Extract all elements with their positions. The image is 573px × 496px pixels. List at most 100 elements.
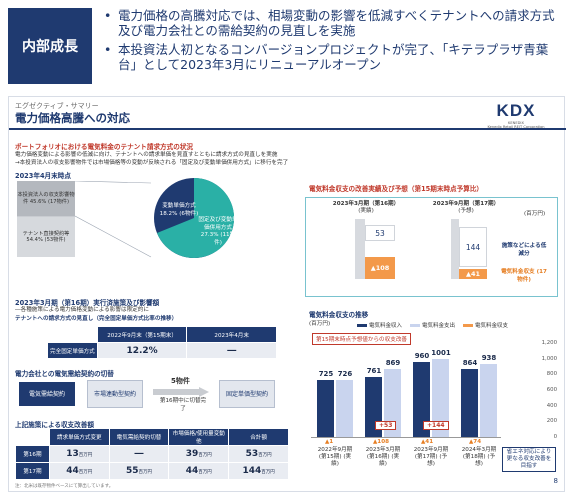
kdx-logo: KDX KENEDIX Kenedix Retail REIT Corporat…	[476, 101, 556, 129]
improvement-label: +144	[423, 421, 449, 430]
table-cell: 144百万円	[228, 462, 289, 480]
col2-title: 2023年9月期（第17期）	[432, 201, 500, 207]
table-row: 第16期 13百万円 ― 39百万円 53百万円	[15, 445, 289, 463]
cell-b: ―	[186, 342, 277, 359]
pie-label-fix: 固定及び変動単価併用方式 27.3% (11物件)	[198, 217, 238, 246]
row-period: 第16期	[15, 445, 50, 463]
cell-a-value: 12.2	[126, 345, 149, 356]
value-label: 960	[414, 351, 430, 360]
row-label: 完全固定単価方式	[47, 342, 98, 359]
legend-item: 電気料金支出	[410, 321, 455, 329]
y-tick-label: 0	[553, 434, 557, 440]
col2-sub: (予想)	[458, 208, 474, 214]
pie-slice-fix	[157, 177, 235, 258]
value-label: 869	[385, 358, 401, 367]
chart-heading: 電気料金収支の推移	[309, 311, 369, 319]
neg-bar-17: ▲41	[459, 269, 487, 279]
bar-expense	[336, 380, 353, 437]
table-cell: 39百万円	[168, 445, 230, 463]
cell-value: 44	[66, 466, 79, 476]
callout-box: 省エネ対応により更なる収支改善を目指す	[502, 447, 556, 472]
row-period: 第17期	[15, 462, 50, 480]
value-label: 864	[462, 359, 478, 368]
summary-table: 請求単価方式変更 電気需給契約切替 市場価格/使用量変動他 合計額 第16期 1…	[15, 428, 289, 480]
section3-desc: ―各種施策による電力価格変動による影響は限定的に	[15, 307, 149, 313]
logo-mark: KDX	[496, 101, 536, 120]
cell-value: 144	[242, 466, 262, 476]
x-tick-label: 2024年3月期 (第18期) (予想)	[461, 447, 497, 467]
y-tick-label: 400	[546, 402, 557, 409]
cell-unit: 百万円	[198, 470, 212, 475]
bar-expense	[480, 363, 497, 437]
legend-balance: 電気料金収支	[475, 323, 509, 329]
table-title: テナントへの請求方式の見直し（完全固定単価方式比率の推移）	[15, 316, 178, 322]
as-of-label: 2023年4月末時点	[15, 172, 71, 180]
cell-unit: 百万円	[258, 453, 272, 458]
arrow-right-icon	[153, 387, 209, 397]
bullet-item: 本投資法人初となるコンバージョンプロジェクトが完了、「キテラプラザ青葉台」として…	[104, 42, 564, 72]
bullet-item: 電力価格の高騰対応では、相場変動の影響を低減すべくテナントへの請求方式及び電力会…	[104, 8, 564, 38]
cell-value: 13	[66, 449, 79, 459]
cell-unit: 百万円	[261, 470, 275, 475]
grey-bar-17	[451, 219, 459, 279]
section2-unit: (百万円)	[524, 211, 546, 217]
arrow-count: 5物件	[171, 377, 190, 385]
y-tick-label: 1,000	[541, 355, 557, 362]
sum-col-1: 電気需給契約切替	[108, 428, 170, 446]
bar-income	[413, 361, 430, 437]
improvement-label: +53	[375, 421, 397, 430]
value-label: 761	[366, 367, 382, 376]
y-tick-label: 200	[546, 418, 557, 425]
balance-label: ▲108	[373, 439, 389, 445]
section-badge: 内部成長	[8, 8, 92, 84]
cell-unit: 百万円	[198, 453, 212, 458]
pill-fixed: 固定単価型契約	[219, 380, 275, 408]
pie-label-var: 変動単価方式 18.2% (6物件)	[159, 203, 199, 217]
section2-heading: 電気料金収支の改善実績及び予想（第15期末時点予算比）	[309, 185, 484, 193]
grey-bar-16	[355, 219, 365, 279]
neg-bar-16: ▲108	[365, 257, 395, 279]
bar-income	[461, 369, 478, 437]
y-tick-label: 600	[546, 387, 557, 393]
title-rule	[9, 128, 566, 130]
summary-heading: 上記施策による収支改善額	[15, 421, 94, 429]
col1-sub: (実績)	[358, 208, 374, 214]
fixed-rate-table: 2022年9月末（第15期末） 2023年4月末 完全固定単価方式 12.2% …	[47, 326, 277, 359]
sum-col-2: 市場価格/使用量変動他	[168, 428, 230, 446]
chart-unit: (百万円)	[309, 321, 331, 327]
cell-value: 55	[126, 466, 139, 476]
portfolio-bar: 本投資法人の収支影響物件 45.6% (17物件) テナント直接契約等 54.4…	[17, 181, 75, 257]
y-tick-label: 1,200	[541, 340, 557, 346]
value-label: 1001	[431, 348, 451, 357]
improvement-box	[305, 197, 558, 297]
cell-value: 39	[185, 449, 199, 459]
value-box-16: 53	[365, 225, 395, 241]
cell-value: 53	[245, 449, 259, 459]
bar-income	[317, 380, 334, 437]
embedded-slide: エグゼクティブ・サマリー 電力価格高騰への対応 KDX KENEDIX Kene…	[8, 96, 566, 492]
table-cell: 13百万円	[48, 445, 110, 463]
x-tick-label: 2023年3月期 (第16期) (実績)	[365, 447, 401, 467]
legend-item: 電気料金収支	[463, 321, 508, 329]
bar-segment-direct: テナント直接契約等 54.4% (53物件)	[17, 217, 75, 257]
bar-segment-affected: 本投資法人の収支影響物件 45.6% (17物件)	[17, 181, 75, 216]
logo-company: Kenedix Retail REIT Corporation	[487, 125, 545, 129]
legend-item: 電気料金収入	[357, 321, 402, 329]
footnote: 注：北米は既存物件ベースにて算出しています。	[15, 484, 114, 489]
table-cell: 53百万円	[228, 445, 289, 463]
legend-swatch	[463, 324, 474, 327]
cell-unit: 百万円	[78, 470, 93, 475]
chart-legend: 電気料金収入 電気料金支出 電気料金収支	[357, 321, 508, 329]
legend-swatch	[357, 324, 367, 327]
value-label: 938	[481, 353, 497, 362]
col-b-header: 2023年4月末	[186, 326, 277, 343]
value-label: 725	[318, 370, 334, 379]
arrow-note: 第16期中に切替完了	[159, 398, 207, 412]
legend-income: 電気料金収入	[369, 323, 403, 329]
cell-unit: 百万円	[78, 453, 93, 458]
pill-contract: 電気需給契約	[19, 382, 75, 406]
bar-expense	[432, 358, 449, 437]
label-reduction: 施策などによる低減分	[501, 243, 547, 257]
bar-expense	[384, 368, 401, 437]
x-axis	[311, 437, 501, 438]
